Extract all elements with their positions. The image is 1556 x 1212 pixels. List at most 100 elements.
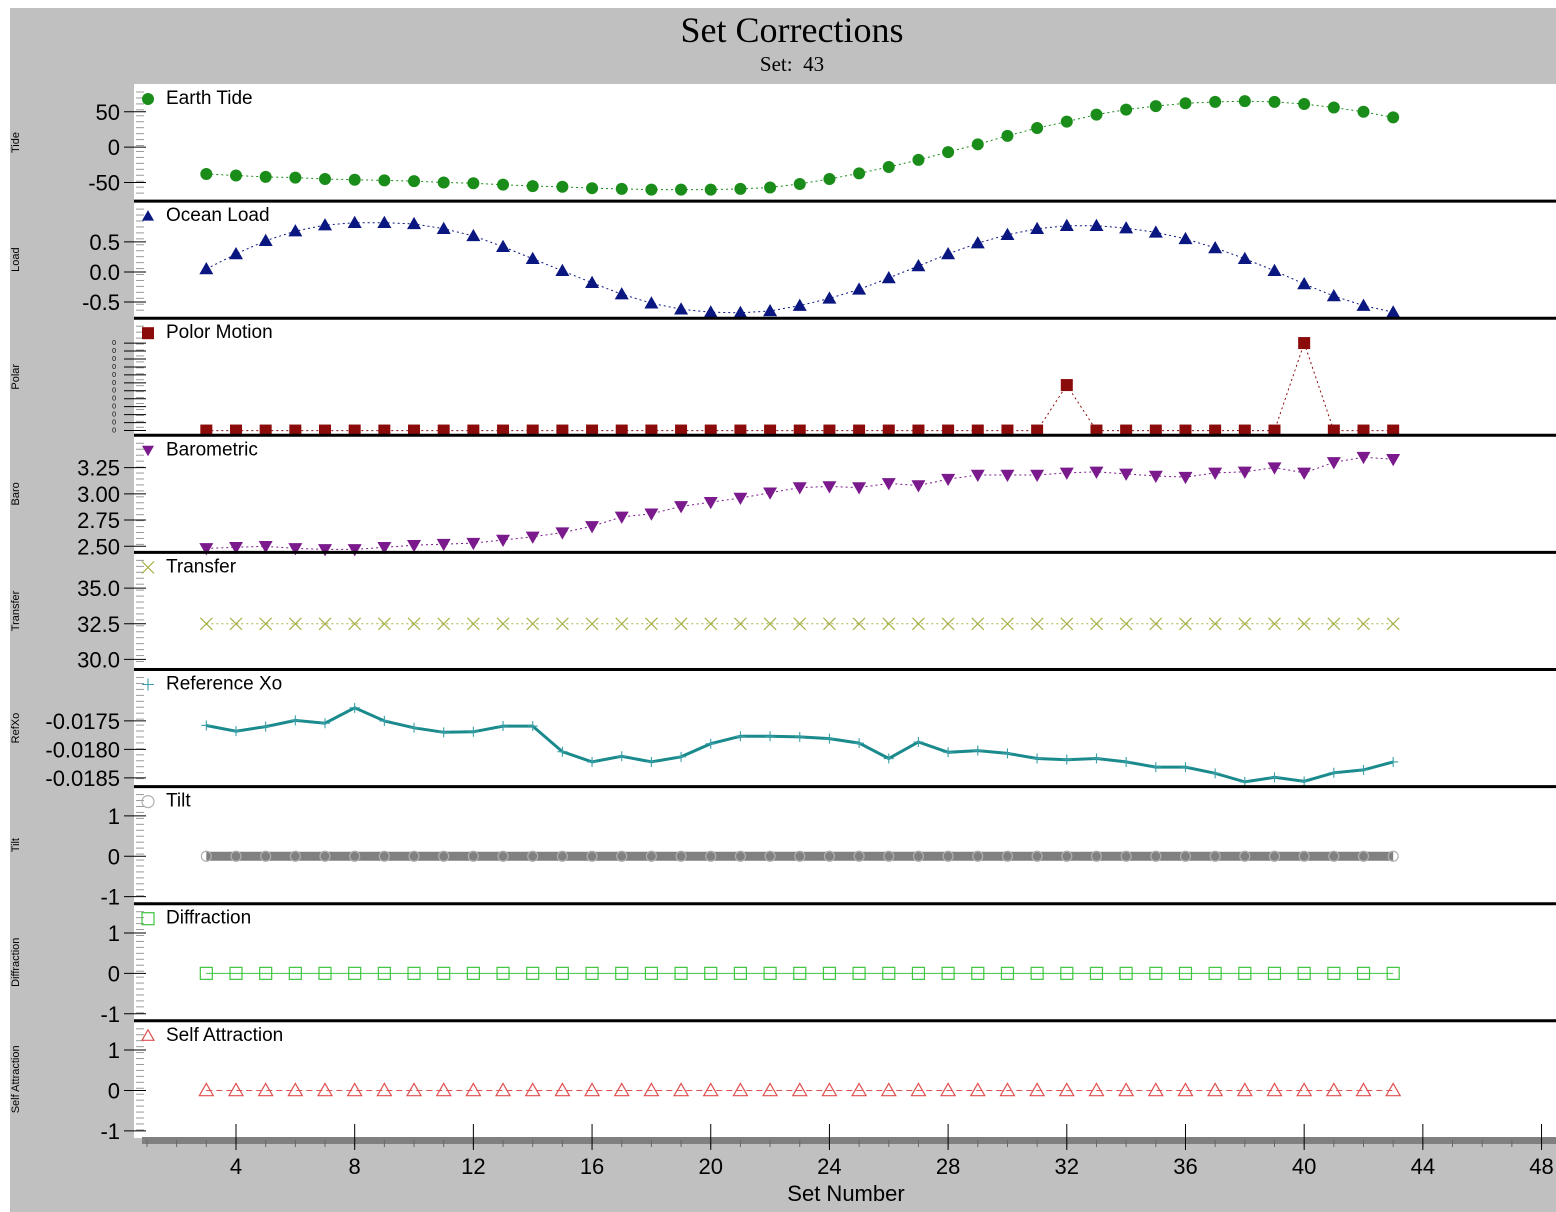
legend-baro: Barometric <box>142 439 258 460</box>
data-point-tide <box>556 180 569 193</box>
data-point-tide <box>1357 105 1370 118</box>
data-point-self-attraction <box>880 1082 897 1097</box>
y-minor-ticks-tide <box>136 91 144 194</box>
panel-transfer: Transfer 35.0 32.5 30.0 Transfer <box>10 556 1556 672</box>
data-point-tide <box>942 146 955 159</box>
data-point-self-attraction <box>405 1082 423 1097</box>
data-point-tide <box>764 181 777 194</box>
data-point-baro <box>347 544 362 557</box>
y-tick-label-transfer: 35.0 <box>77 576 120 601</box>
data-point-refxo <box>705 738 716 749</box>
data-point-refxo <box>320 718 331 729</box>
x-tick-label: 28 <box>936 1154 960 1179</box>
data-point-transfer <box>526 617 540 631</box>
data-point-load <box>229 246 243 260</box>
data-point-baro <box>792 482 807 495</box>
data-point-refxo <box>943 747 954 758</box>
data-point-tilt <box>1328 850 1340 862</box>
data-point-diffraction <box>1149 966 1163 980</box>
y-tick-label-polar: 0 <box>112 348 116 355</box>
data-point-refxo <box>349 702 360 713</box>
data-point-refxo <box>1180 762 1191 773</box>
data-point-polar <box>912 424 925 437</box>
data-point-tilt <box>823 850 836 862</box>
y-tick-label-polar: 0 <box>112 420 116 427</box>
data-point-load <box>1089 218 1104 231</box>
y-minor-ticks-tilt <box>136 794 144 897</box>
data-point-baro <box>1119 468 1134 481</box>
data-point-refxo <box>735 731 746 742</box>
data-point-transfer <box>496 617 510 631</box>
data-point-load <box>614 287 629 300</box>
data-point-refxo <box>1299 776 1310 787</box>
data-point-transfer <box>585 617 599 631</box>
data-point-tilt <box>1031 850 1043 862</box>
data-point-tide <box>289 171 302 184</box>
data-point-baro <box>614 511 629 524</box>
data-point-self-attraction <box>1236 1082 1253 1097</box>
data-point-tilt <box>1239 850 1251 862</box>
y-tick-label-polar: 0 <box>112 412 116 419</box>
data-point-transfer <box>318 617 332 631</box>
data-point-tide <box>586 182 599 195</box>
data-point-load <box>1267 263 1282 277</box>
y-tick-label-polar: 0 <box>112 388 116 395</box>
data-point-tide <box>1031 122 1044 135</box>
data-point-tilt <box>260 850 272 862</box>
data-point-load <box>911 258 926 272</box>
y-minor-ticks-self-attraction <box>136 1028 144 1131</box>
data-point-tide <box>704 183 717 196</box>
x-tick-label: 20 <box>698 1154 722 1179</box>
data-point-refxo <box>379 715 390 726</box>
y-minor-ticks-transfer <box>136 559 144 662</box>
data-point-transfer <box>288 617 302 631</box>
data-point-load <box>1386 305 1401 318</box>
data-point-baro <box>852 482 867 495</box>
y-tick-label-self-attraction: 1 <box>108 1038 120 1063</box>
legend-self-attraction: Self Attraction <box>140 1025 283 1046</box>
data-point-self-attraction <box>1296 1082 1313 1097</box>
data-point-self-attraction <box>940 1082 957 1097</box>
data-point-baro <box>881 478 896 491</box>
data-point-load <box>1030 221 1045 234</box>
data-point-transfer <box>882 617 896 631</box>
y-tick-label-tide: 0 <box>108 135 120 160</box>
data-point-polar <box>497 424 510 437</box>
y-minor-ticks-polar <box>136 325 144 428</box>
data-point-polar <box>853 424 866 437</box>
legend-polar: Polor Motion <box>142 322 273 343</box>
data-point-transfer <box>555 617 569 631</box>
x-axis: 4 8 12 16 20 24 28 32 36 40 44 48 <box>142 1124 1556 1179</box>
data-point-baro <box>1178 471 1193 485</box>
data-point-tilt <box>230 850 242 862</box>
data-point-tilt <box>527 850 539 862</box>
y-tick-label-tide: 50 <box>96 100 120 125</box>
data-point-diffraction <box>852 966 866 980</box>
data-point-transfer <box>912 617 925 631</box>
legend-label-self-attraction: Self Attraction <box>166 1025 283 1046</box>
chart-subtitle: Set: 43 <box>760 52 824 76</box>
data-point-diffraction <box>644 966 658 980</box>
y-axis-label-self-attraction: Self Attraction <box>10 1045 22 1113</box>
data-point-tide <box>1149 100 1162 113</box>
data-point-self-attraction <box>435 1082 452 1097</box>
data-point-load <box>1178 231 1193 245</box>
data-point-load <box>1208 240 1223 254</box>
data-point-load <box>1326 288 1341 302</box>
data-point-transfer <box>407 617 421 631</box>
data-point-baro <box>1297 467 1312 480</box>
data-point-tide <box>1179 97 1192 110</box>
data-point-refxo <box>1388 756 1399 767</box>
panel-baro: Baro 3.253.002.752.50 Barometric <box>10 439 1556 559</box>
data-point-refxo <box>201 720 212 731</box>
data-point-transfer <box>704 617 718 631</box>
data-point-baro <box>1386 454 1401 467</box>
y-axis-label-transfer: Transfer <box>10 590 22 631</box>
data-point-tilt <box>1001 850 1014 862</box>
data-point-tilt <box>1268 850 1281 862</box>
data-point-diffraction <box>585 966 599 980</box>
data-point-load <box>822 291 837 304</box>
panel-self-attraction: Self Attraction 1 0 -1 Self Attraction <box>10 1025 1402 1144</box>
data-point-tide <box>200 168 213 181</box>
